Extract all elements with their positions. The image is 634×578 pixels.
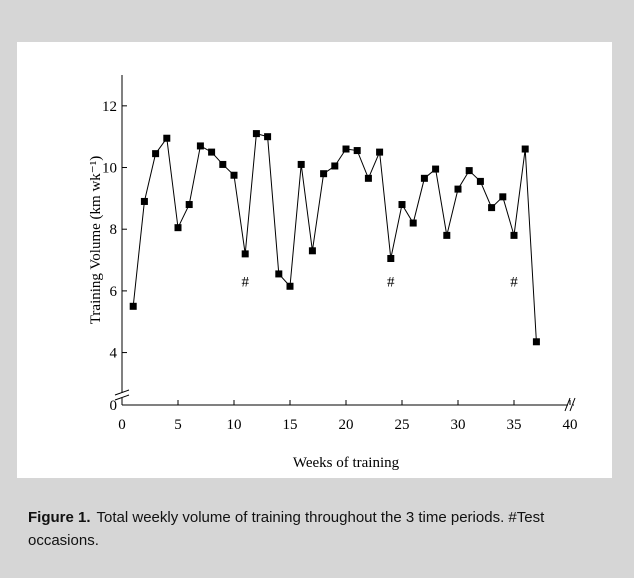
axis-break <box>569 397 576 412</box>
data-point <box>241 250 249 258</box>
x-axis-title: Weeks of training <box>293 455 400 471</box>
data-point <box>488 204 496 212</box>
y-tick-label: 10 <box>102 161 117 177</box>
x-tick-label: 20 <box>339 417 354 433</box>
data-point <box>286 282 294 290</box>
data-point <box>398 201 406 209</box>
data-point <box>297 160 305 168</box>
axis-break <box>114 394 130 401</box>
data-point <box>387 255 395 263</box>
data-point <box>353 147 361 155</box>
data-point <box>275 270 283 278</box>
data-point <box>420 174 428 182</box>
data-point <box>196 142 204 150</box>
caption-text: Total weekly volume of training througho… <box>28 509 545 549</box>
axis-break-gap <box>114 393 130 398</box>
data-point <box>140 197 148 205</box>
data-point <box>409 219 417 227</box>
x-tick-label: 25 <box>395 417 410 433</box>
data-point <box>208 148 216 156</box>
data-point <box>432 165 440 173</box>
data-point <box>152 150 160 158</box>
x-tick-label: 15 <box>283 417 298 433</box>
data-point <box>252 130 260 138</box>
data-point <box>264 133 272 141</box>
axis-break <box>114 389 130 396</box>
caption: Figure 1. Total weekly volume of training… <box>28 506 618 552</box>
y-tick-label: 8 <box>110 222 118 238</box>
x-tick-label: 0 <box>118 417 126 433</box>
data-point <box>465 167 473 175</box>
data-point <box>342 145 350 153</box>
y-tick-label: 4 <box>110 346 118 362</box>
caption-label: Figure 1. <box>28 509 91 526</box>
data-point <box>163 134 171 142</box>
data-point <box>230 171 238 179</box>
data-point <box>376 148 384 156</box>
data-point <box>476 177 484 185</box>
data-point <box>331 162 339 170</box>
x-tick-label: 35 <box>507 417 522 433</box>
data-point <box>532 338 540 346</box>
chart: Weeks of training Training Volume (km wk… <box>17 42 612 478</box>
data-point <box>320 170 328 178</box>
y-tick-label: 6 <box>110 284 118 300</box>
data-point <box>219 160 227 168</box>
x-tick-label: 5 <box>174 417 182 433</box>
x-tick-label: 10 <box>227 417 242 433</box>
data-point <box>185 201 193 209</box>
data-point <box>510 231 518 239</box>
data-point <box>499 193 507 201</box>
y-tick-label: 12 <box>102 99 117 115</box>
annotation: # <box>241 275 249 291</box>
data-point <box>364 174 372 182</box>
data-point <box>308 247 316 255</box>
annotation: # <box>510 275 518 291</box>
data-point <box>443 231 451 239</box>
y-axis-title: Training Volume (km wk⁻¹) <box>88 156 104 324</box>
y-tick-label: 0 <box>110 398 118 414</box>
axis-break <box>564 397 571 412</box>
data-point <box>174 224 182 232</box>
data-point <box>129 302 137 310</box>
x-tick-label: 30 <box>451 417 466 433</box>
x-tick-label: 40 <box>563 417 578 433</box>
annotation: # <box>387 275 395 291</box>
data-point <box>521 145 529 153</box>
data-point <box>454 185 462 193</box>
